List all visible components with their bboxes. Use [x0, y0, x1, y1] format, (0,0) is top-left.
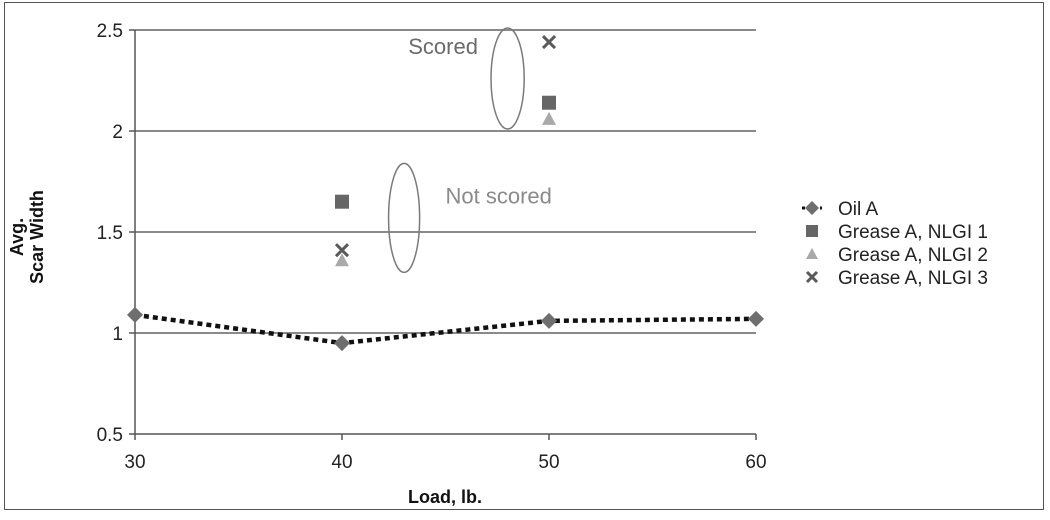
- grease-a-nlgi-2-point: [335, 253, 349, 267]
- y-tick-label: 1: [112, 324, 123, 345]
- y-tick-label: 2: [112, 122, 123, 143]
- chart-frame: [4, 2, 1044, 510]
- oil-a-point: [748, 310, 764, 327]
- x-stroke: [541, 35, 557, 50]
- not-scored-ellipse: [387, 162, 421, 274]
- scored-ellipse: [490, 27, 525, 130]
- oil-a-point: [541, 312, 557, 329]
- x-stroke: [334, 243, 350, 258]
- axes: [129, 29, 757, 440]
- annotations: Scored Not scored: [408, 34, 552, 208]
- x-stroke: [805, 270, 819, 284]
- x-axis-title: Load, lb.: [408, 487, 482, 507]
- y-axis-title: Avg.Scar Width: [7, 190, 47, 284]
- legend-marker-grease-a-nlgi-1: [806, 225, 818, 237]
- oil-a-point: [334, 335, 350, 352]
- grease-a-nlgi-2-point: [542, 111, 556, 125]
- x-tick-label: 30: [124, 452, 145, 473]
- tick-labels: 0.5 1 1.5 2 2.5 30 40 50 60: [97, 21, 767, 473]
- y-tick-label: 1.5: [97, 223, 123, 244]
- legend-marker-grease-a-nlgi-2: [806, 248, 818, 259]
- grease-a-nlgi-1-point: [335, 194, 349, 209]
- annotation-not-scored: Not scored: [446, 184, 552, 209]
- series-lines: [134, 312, 757, 346]
- x-tick-label: 60: [745, 452, 766, 473]
- y-tick-label: 2.5: [97, 21, 123, 42]
- legend-label-grease-a-nlgi-1: Grease A, NLGI 1: [838, 222, 988, 243]
- legend-label-grease-a-nlgi-3: Grease A, NLGI 3: [838, 268, 988, 289]
- oil-a-point: [127, 306, 143, 323]
- grease-a-nlgi-1-point: [542, 95, 556, 110]
- legend-label-oil-a: Oil A: [838, 199, 878, 220]
- x-tick-label: 50: [538, 452, 559, 473]
- grease-a-nlgi-3-point: [334, 243, 350, 258]
- x-tick-label: 40: [331, 452, 352, 473]
- legend-marker-oil-a: [805, 201, 819, 215]
- annotation-ellipses: [387, 27, 525, 274]
- grid-lines: [135, 29, 756, 334]
- legend-label-grease-a-nlgi-2: Grease A, NLGI 2: [838, 245, 988, 266]
- y-tick-label: 0.5: [97, 425, 123, 446]
- annotation-scored: Scored: [408, 34, 478, 59]
- grease-a-nlgi-3-point: [541, 35, 557, 50]
- data-points: [127, 35, 764, 352]
- oil-a-line: [134, 312, 757, 346]
- legend-marker-grease-a-nlgi-3: [805, 270, 819, 284]
